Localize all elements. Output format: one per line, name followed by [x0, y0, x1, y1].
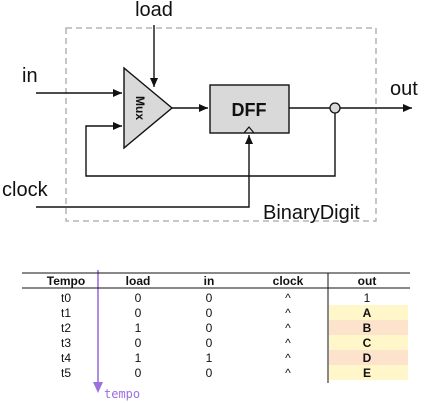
time-axis-label: tempo: [104, 387, 140, 401]
time-axis-arrowhead: [93, 382, 103, 393]
cell-out: 1: [364, 291, 371, 305]
cell-clock: ^: [285, 336, 291, 350]
cell-in: 0: [206, 291, 213, 305]
cell-clock: ^: [285, 351, 291, 365]
out-label: out: [390, 78, 418, 100]
cell-load: 1: [135, 351, 142, 365]
cell-clock: ^: [285, 321, 291, 335]
out-cell-bg: [329, 320, 408, 335]
cell-tempo: t4: [61, 351, 71, 365]
fanout-node: [329, 102, 341, 114]
cell-tempo: t2: [61, 321, 71, 335]
out-cell-bg: [329, 290, 408, 305]
header-out: out: [358, 274, 377, 288]
cell-in: 1: [206, 351, 213, 365]
chip-name-label: BinaryDigit: [263, 202, 360, 224]
chip-boundary: [65, 27, 377, 222]
cell-clock: ^: [285, 291, 291, 305]
cell-clock: ^: [285, 366, 291, 380]
load-label: load: [135, 0, 173, 21]
cell-out: E: [363, 366, 371, 380]
cell-load: 0: [135, 336, 142, 350]
cell-tempo: t0: [61, 291, 71, 305]
header-tempo: Tempo: [47, 274, 85, 288]
out-cell-backgrounds: [329, 290, 408, 380]
cell-clock: ^: [285, 306, 291, 320]
cell-load: 0: [135, 291, 142, 305]
cell-load: 0: [135, 366, 142, 380]
out-cell-bg: [329, 335, 408, 350]
binary-digit-diagram: load in Mux DFF out clock BinaryDigit: [2, 0, 418, 224]
cell-out: C: [363, 336, 372, 350]
cell-in: 0: [206, 336, 213, 350]
cell-load: 0: [135, 306, 142, 320]
cell-in: 0: [206, 366, 213, 380]
cell-load: 1: [135, 321, 142, 335]
mux-block: [123, 66, 174, 150]
cell-in: 0: [206, 321, 213, 335]
feedback-wire: [85, 113, 336, 177]
clock-wire: [36, 135, 253, 208]
header-in: in: [204, 274, 215, 288]
header-load: load: [126, 274, 151, 288]
cell-out: B: [363, 321, 372, 335]
dff-label: DFF: [232, 100, 267, 120]
out-cell-bg: [329, 305, 408, 320]
cell-in: 0: [206, 306, 213, 320]
time-axis: tempo: [93, 270, 140, 401]
cell-tempo: t1: [61, 306, 71, 320]
out-cell-bg: [329, 365, 408, 380]
in-label: in: [22, 65, 38, 87]
clock-label: clock: [2, 179, 49, 201]
cell-out: A: [363, 306, 372, 320]
mux-label: Mux: [133, 96, 147, 120]
cell-out: D: [363, 351, 372, 365]
dff-block: [209, 84, 290, 134]
cell-tempo: t3: [61, 336, 71, 350]
header-clock: clock: [273, 274, 304, 288]
cell-tempo: t5: [61, 366, 71, 380]
clock-edge-symbol: [243, 126, 255, 134]
out-cell-bg: [329, 350, 408, 365]
